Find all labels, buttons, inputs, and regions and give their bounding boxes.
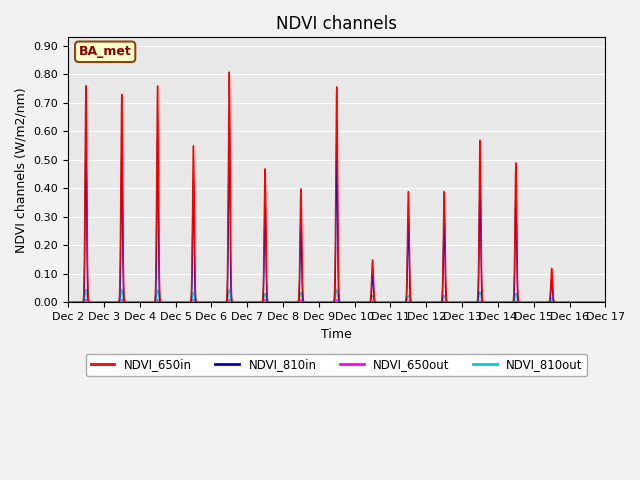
- X-axis label: Time: Time: [321, 328, 352, 341]
- Text: BA_met: BA_met: [79, 45, 132, 58]
- Legend: NDVI_650in, NDVI_810in, NDVI_650out, NDVI_810out: NDVI_650in, NDVI_810in, NDVI_650out, NDV…: [86, 354, 588, 376]
- Title: NDVI channels: NDVI channels: [276, 15, 397, 33]
- Y-axis label: NDVI channels (W/m2/nm): NDVI channels (W/m2/nm): [15, 87, 28, 252]
